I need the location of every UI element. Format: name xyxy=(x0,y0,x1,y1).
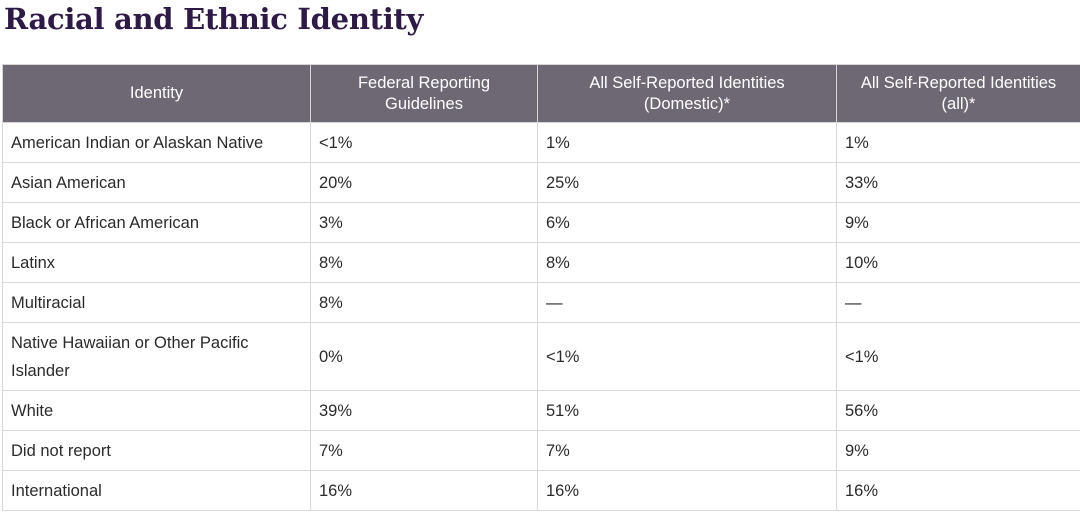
cell-identity: Black or African American xyxy=(2,202,311,243)
cell-identity: Latinx xyxy=(2,242,311,283)
cell-federal: 8% xyxy=(310,282,538,323)
cell-all: 33% xyxy=(836,162,1080,203)
table-header: Identity Federal Reporting Guidelines Al… xyxy=(2,64,1080,123)
cell-domestic: <1% xyxy=(537,322,837,391)
cell-identity: American Indian or Alaskan Native xyxy=(2,122,311,163)
cell-federal: 39% xyxy=(310,390,538,431)
cell-identity: White xyxy=(2,390,311,431)
cell-federal: 16% xyxy=(310,470,538,511)
cell-all: 16% xyxy=(836,470,1080,511)
cell-identity: Native Hawaiian or Other Pacific Islande… xyxy=(2,322,311,391)
table-row: Latinx 8% 8% 10% xyxy=(2,242,1080,283)
cell-domestic: 51% xyxy=(537,390,837,431)
cell-all: 1% xyxy=(836,122,1080,163)
cell-identity: Multiracial xyxy=(2,282,311,323)
header-self-reported-domestic: All Self-Reported Identities (Domestic)* xyxy=(537,64,837,123)
header-federal-reporting-guidelines: Federal Reporting Guidelines xyxy=(310,64,538,123)
cell-identity: Did not report xyxy=(2,430,311,471)
cell-all: 10% xyxy=(836,242,1080,283)
cell-federal: 3% xyxy=(310,202,538,243)
header-self-reported-all: All Self-Reported Identities (all)* xyxy=(836,64,1080,123)
table-row: American Indian or Alaskan Native <1% 1%… xyxy=(2,122,1080,163)
cell-all: 9% xyxy=(836,202,1080,243)
table-row: Native Hawaiian or Other Pacific Islande… xyxy=(2,322,1080,391)
table-row: Did not report 7% 7% 9% xyxy=(2,430,1080,471)
table-row: Asian American 20% 25% 33% xyxy=(2,162,1080,203)
page-title: Racial and Ethnic Identity xyxy=(4,2,424,36)
cell-domestic: 16% xyxy=(537,470,837,511)
cell-domestic: 6% xyxy=(537,202,837,243)
cell-federal: 20% xyxy=(310,162,538,203)
cell-identity: Asian American xyxy=(2,162,311,203)
header-row: Identity Federal Reporting Guidelines Al… xyxy=(2,64,1080,123)
cell-all: — xyxy=(836,282,1080,323)
cell-all: 56% xyxy=(836,390,1080,431)
cell-domestic: 7% xyxy=(537,430,837,471)
table-row: White 39% 51% 56% xyxy=(2,390,1080,431)
cell-domestic: 25% xyxy=(537,162,837,203)
table-row: International 16% 16% 16% xyxy=(2,470,1080,511)
cell-all: 9% xyxy=(836,430,1080,471)
cell-federal: <1% xyxy=(310,122,538,163)
table-body: American Indian or Alaskan Native <1% 1%… xyxy=(2,122,1080,511)
cell-domestic: — xyxy=(537,282,837,323)
cell-domestic: 1% xyxy=(537,122,837,163)
table-row: Multiracial 8% — — xyxy=(2,282,1080,323)
identity-table: Identity Federal Reporting Guidelines Al… xyxy=(2,64,1080,511)
cell-federal: 8% xyxy=(310,242,538,283)
cell-identity: International xyxy=(2,470,311,511)
cell-all: <1% xyxy=(836,322,1080,391)
table-row: Black or African American 3% 6% 9% xyxy=(2,202,1080,243)
header-identity: Identity xyxy=(2,64,311,123)
cell-domestic: 8% xyxy=(537,242,837,283)
cell-federal: 0% xyxy=(310,322,538,391)
cell-federal: 7% xyxy=(310,430,538,471)
